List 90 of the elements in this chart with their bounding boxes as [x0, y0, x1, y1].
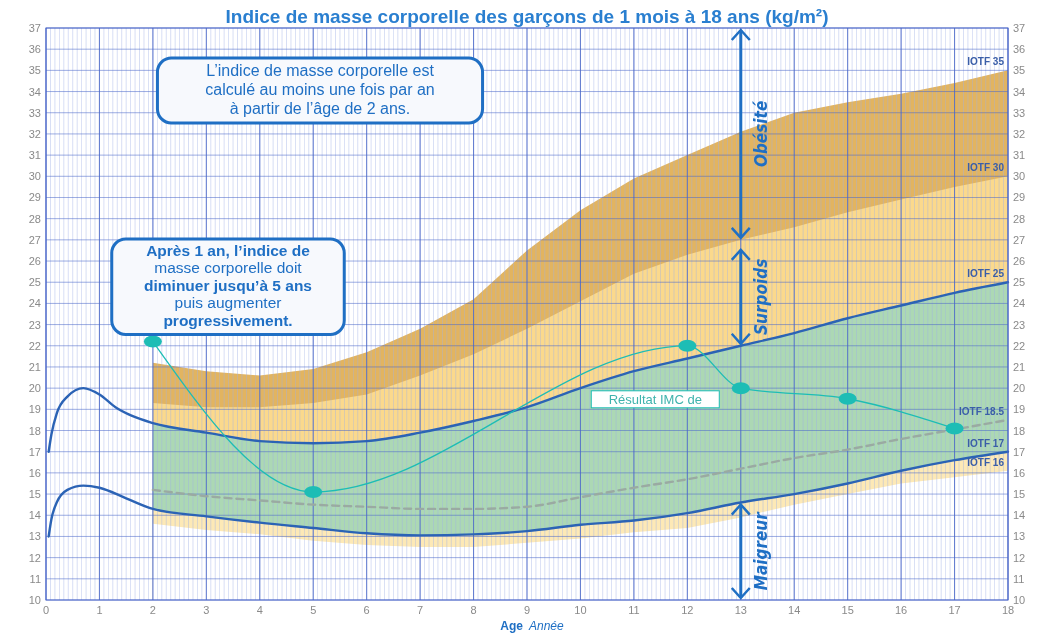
x-tick-label: 5 [310, 604, 317, 616]
y2-tick-label: 19 [1013, 403, 1026, 416]
y-tick-label: 17 [28, 445, 41, 458]
text: Année [528, 619, 565, 633]
x-tick-label: 13 [734, 604, 747, 616]
y2-tick-label: 16 [1013, 466, 1026, 479]
y2-tick-label: 37 [1013, 22, 1026, 34]
y-tick-label: 13 [28, 530, 41, 543]
y-tick-label: 22 [28, 339, 41, 352]
y-tick-label: 34 [28, 85, 41, 98]
y2-tick-label: 35 [1013, 64, 1026, 77]
annotation: Résultat IMC de [608, 391, 702, 407]
x-tick-label: 18 [1001, 604, 1015, 616]
x-tick-label: 11 [628, 604, 640, 616]
y-tick-label: 31 [28, 149, 41, 162]
chart-title: Indice de masse corporelle des garçons de 1 mois à 18 ans (kg/m²) [225, 6, 829, 27]
y2-tick-label: 36 [1013, 43, 1026, 56]
y-tick-label: 11 [29, 572, 41, 585]
y-tick-label: 28 [28, 212, 41, 225]
y2-tick-label: 22 [1013, 339, 1026, 352]
x-axis-title: Age [500, 619, 524, 633]
y-tick-label: 21 [28, 360, 41, 373]
series-label: IOTF 35 [967, 56, 1005, 68]
y-tick-label: 20 [28, 382, 41, 395]
y-tick-label: 18 [28, 424, 41, 437]
annotation: Surpoids [750, 258, 771, 335]
y-tick-label: 32 [28, 127, 41, 140]
annotation: Après 1 an, l’indice de masse corporelle doit diminuer jusqu’à 5 ans puis augmenter progressivement. [144, 241, 312, 329]
annotation: Maigreur [750, 510, 771, 591]
x-tick-label: 6 [363, 604, 370, 616]
y-tick-label: 35 [28, 64, 41, 77]
y2-tick-label: 34 [1013, 85, 1026, 98]
y-tick-label: 27 [28, 233, 41, 246]
y2-tick-label: 12 [1013, 551, 1026, 564]
y-tick-label: 19 [28, 403, 41, 416]
y-tick-label: 10 [28, 594, 41, 606]
y2-tick-label: 11 [1013, 572, 1025, 585]
y-tick-label: 33 [28, 106, 41, 119]
y-tick-label: 30 [28, 170, 41, 183]
y-tick-label: 16 [28, 466, 41, 479]
x-tick-label: 1 [96, 604, 103, 616]
y2-tick-label: 10 [1013, 594, 1026, 606]
y2-tick-label: 33 [1013, 106, 1026, 119]
series-label: IOTF 18.5 [958, 405, 1005, 417]
y2-tick-label: 26 [1013, 255, 1026, 268]
y2-tick-label: 28 [1013, 212, 1026, 225]
x-tick-label: 7 [417, 604, 424, 616]
x-tick-label: 0 [42, 604, 50, 616]
y2-tick-label: 24 [1013, 297, 1026, 310]
x-tick-label: 4 [256, 604, 263, 616]
x-tick-label: 14 [788, 604, 801, 616]
y2-tick-label: 15 [1013, 488, 1026, 501]
y2-tick-label: 14 [1013, 509, 1026, 522]
y2-tick-label: 29 [1013, 191, 1026, 204]
x-tick-label: 16 [894, 604, 908, 616]
y-tick-label: 37 [28, 22, 41, 34]
y2-tick-label: 25 [1013, 276, 1026, 289]
y2-tick-label: 32 [1013, 127, 1026, 140]
y-tick-label: 23 [28, 318, 41, 331]
x-tick-label: 8 [470, 604, 477, 616]
y-tick-label: 14 [28, 509, 41, 522]
series-label: IOTF 30 [967, 162, 1005, 174]
x-tick-label: 2 [149, 604, 156, 616]
x-tick-label: 17 [948, 604, 961, 616]
x-tick-label: 15 [841, 604, 854, 616]
x-tick-label: 9 [523, 604, 531, 616]
annotation: Obésité [750, 100, 771, 168]
series-label: IOTF 25 [967, 268, 1005, 280]
y-tick-label: 24 [28, 297, 41, 310]
y2-tick-label: 31 [1013, 149, 1026, 162]
y2-tick-label: 30 [1013, 170, 1026, 183]
y2-tick-label: 21 [1013, 360, 1026, 373]
x-tick-label: 12 [681, 604, 694, 616]
y-tick-label: 36 [28, 43, 41, 56]
series-label: IOTF 16 [967, 456, 1005, 468]
y-tick-label: 26 [28, 255, 41, 268]
y2-tick-label: 23 [1013, 318, 1026, 331]
y2-tick-label: 20 [1013, 382, 1026, 395]
y-tick-label: 12 [28, 551, 41, 564]
y2-tick-label: 17 [1013, 445, 1026, 458]
series-label: IOTF 17 [967, 437, 1005, 449]
y-tick-label: 29 [28, 191, 41, 204]
y-tick-label: 25 [28, 276, 41, 289]
annotation: L’indice de masse corporelle est calculé au moins une fois par an à partir de l’âge de 2 ans. [205, 62, 435, 117]
y2-tick-label: 18 [1013, 424, 1026, 437]
y-tick-label: 15 [28, 488, 41, 501]
y2-tick-label: 27 [1013, 233, 1026, 246]
y2-tick-label: 13 [1013, 530, 1026, 543]
x-tick-label: 3 [203, 604, 210, 616]
x-tick-label: 10 [574, 604, 587, 616]
